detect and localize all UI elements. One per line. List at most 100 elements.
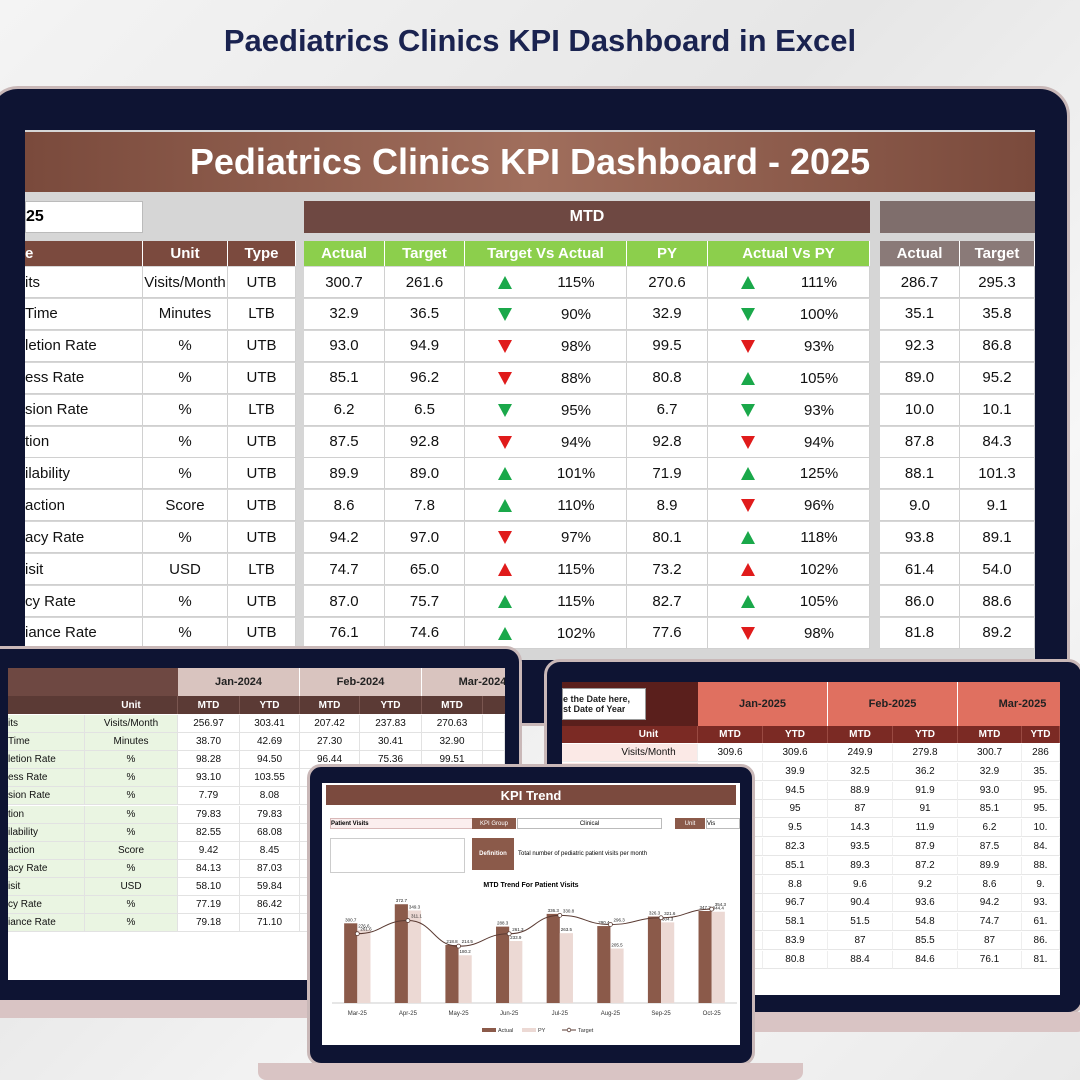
data-label: 372.7 <box>396 898 408 903</box>
x-tick-label: Jul-25 <box>552 1011 569 1017</box>
cell: 9.1 <box>960 490 1035 522</box>
data-label: 296.3 <box>613 917 625 922</box>
sub-header: MTD <box>422 696 483 714</box>
arrow-up <box>498 276 512 289</box>
cell: 85.5 <box>893 932 958 950</box>
cell: 295.3 <box>960 267 1035 298</box>
cell: 6.2 <box>958 819 1022 838</box>
pct-value: 94% <box>560 433 592 451</box>
cell: UTB <box>228 522 296 554</box>
cell: 82.7 <box>627 586 708 617</box>
pct-value: 115% <box>557 274 595 291</box>
cell: 237.83 <box>360 715 422 733</box>
cell: 9.0 <box>880 490 960 522</box>
pct-value: 93% <box>803 401 835 419</box>
cell: 95. <box>1022 781 1060 800</box>
group-label: KPI Group <box>472 818 516 829</box>
sub-header: MTD <box>958 726 1022 743</box>
tablet-base <box>258 1063 803 1080</box>
x-tick-label: Jun-25 <box>500 1011 519 1017</box>
sub-header: MTD <box>698 726 763 743</box>
cell: LTB <box>228 554 296 586</box>
column-header: Type <box>228 241 296 266</box>
kpi-name: acy Rate <box>25 522 143 554</box>
pct-value: 110% <box>557 497 595 515</box>
cell: 93. <box>1022 894 1060 913</box>
cell: 82.55 <box>178 823 240 842</box>
sub-header: MTD <box>828 726 893 743</box>
data-label: 288.3 <box>497 921 509 926</box>
cell: 9.6 <box>828 875 893 894</box>
pct-cell: 105% <box>708 586 870 617</box>
target-point <box>456 943 461 949</box>
kpi-name: sion Rate <box>8 787 85 806</box>
cell: % <box>143 362 228 394</box>
arrow-up <box>498 626 512 640</box>
year-cell: 25 <box>25 201 143 233</box>
kpi-name: its <box>25 267 143 298</box>
column-header: e <box>25 241 143 266</box>
cell: 93.5 <box>828 838 893 856</box>
trend-title: KPI Trend <box>326 785 736 805</box>
cell: 84.13 <box>178 859 240 878</box>
cell: 74.7 <box>958 913 1022 932</box>
kpi-name: ilability <box>25 458 143 490</box>
note-block: e the Date here, st Date of Year <box>562 682 698 726</box>
cell: 54.0 <box>960 554 1035 586</box>
pct-value: 90% <box>560 305 592 323</box>
kpi-name: isit <box>8 877 85 896</box>
cell: 92.8 <box>385 426 465 458</box>
cell: 87.8 <box>880 426 960 458</box>
cell: 8.6 <box>304 490 385 522</box>
cell: 89.9 <box>304 458 385 490</box>
kpi-name: sion Rate <box>25 394 143 426</box>
cell: 286 <box>1022 744 1060 762</box>
cell: 87.0 <box>304 586 385 617</box>
data-label: 311.1 <box>411 914 422 919</box>
cell: 94.2 <box>304 522 385 554</box>
cell: 87.5 <box>304 426 385 458</box>
data-label: 349.3 <box>409 904 421 909</box>
cell: 38.70 <box>178 733 240 752</box>
arrow-up <box>741 595 755 608</box>
cell: 68.08 <box>240 823 300 842</box>
data-label: 214.5 <box>462 939 474 944</box>
cell: 87.2 <box>893 856 958 875</box>
chart-title: MTD Trend For Patient Visits <box>483 881 579 889</box>
cell: % <box>85 751 178 770</box>
cell: LTB <box>228 394 296 426</box>
sub-header: YTD <box>893 726 958 743</box>
cell: % <box>143 586 228 617</box>
cell: 84. <box>1022 838 1060 856</box>
bar <box>546 913 560 1003</box>
cell: Minutes <box>85 733 178 752</box>
cell: 279.8 <box>893 744 958 762</box>
arrow-up <box>741 531 755 545</box>
arrow-down <box>498 403 512 417</box>
cell: 87 <box>958 932 1022 950</box>
cell: % <box>85 859 178 878</box>
cell: 88.6 <box>960 586 1035 617</box>
sub-header-block <box>483 696 505 714</box>
cell: 65.0 <box>385 554 465 586</box>
bar <box>394 904 408 1003</box>
x-tick-label: Sep-25 <box>651 1011 671 1017</box>
pct-cell: 101% <box>465 458 627 490</box>
cell: 93.10 <box>178 769 240 788</box>
cell: 94.5 <box>763 781 828 800</box>
pct-value: 88% <box>560 369 592 387</box>
cell: 87 <box>828 932 893 950</box>
sub-header: YTD <box>763 726 828 743</box>
cell: UTB <box>228 426 296 458</box>
cell: 89.0 <box>880 362 960 394</box>
cell: 61. <box>1022 913 1060 932</box>
cell: 87.5 <box>958 838 1022 856</box>
cell: 207.42 <box>300 715 360 733</box>
pct-cell: 110% <box>465 490 627 522</box>
arrow-up <box>741 563 755 577</box>
legend-label: Actual <box>498 1028 513 1034</box>
cell: Visits/Month <box>600 744 698 762</box>
cell: 87 <box>828 800 893 819</box>
data-label: 326.3 <box>649 911 661 916</box>
cell: 86.0 <box>880 586 960 617</box>
